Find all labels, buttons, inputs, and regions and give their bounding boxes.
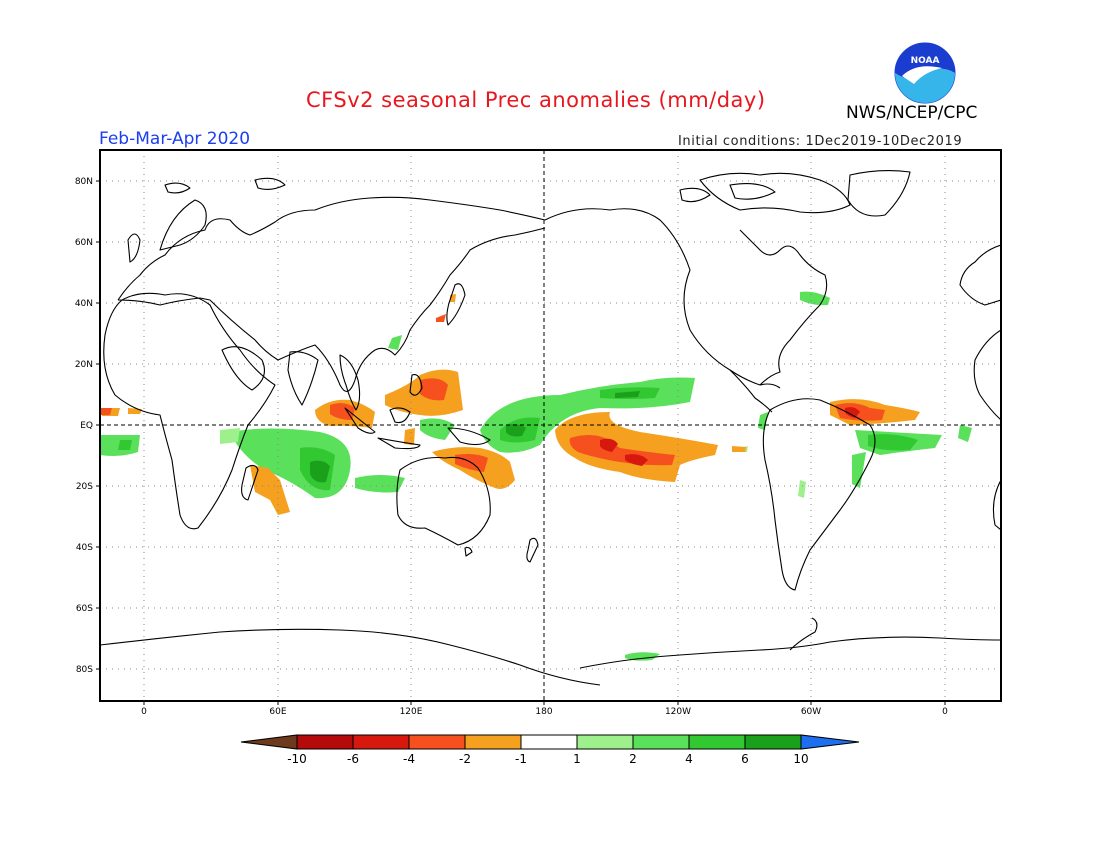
colorbar-swatch xyxy=(632,734,690,750)
lat-label: 40N xyxy=(75,299,93,309)
axis-ticks xyxy=(96,180,946,705)
colorbar-label: 6 xyxy=(741,752,749,766)
anomaly-shading xyxy=(100,291,972,661)
logo-text: NOAA xyxy=(911,56,940,66)
colorbar-label: -1 xyxy=(515,752,527,766)
colorbar-swatch xyxy=(464,734,522,750)
coastlines xyxy=(100,169,1001,686)
season-label: Feb-Mar-Apr 2020 xyxy=(99,129,251,149)
lat-label: 80S xyxy=(76,665,93,675)
lat-label: 20N xyxy=(75,360,93,370)
lat-label: 60N xyxy=(75,238,93,248)
colorbar-swatch xyxy=(688,734,746,750)
lon-label: 180 xyxy=(535,707,552,717)
lon-label: 120E xyxy=(400,707,423,717)
colorbar-label: -2 xyxy=(459,752,471,766)
colorbar-label: 10 xyxy=(793,752,808,766)
lat-label: 20S xyxy=(76,482,93,492)
colorbar-swatch xyxy=(296,734,354,750)
colorbar-label: 2 xyxy=(629,752,637,766)
lat-label: 60S xyxy=(76,604,93,614)
graticule xyxy=(100,150,1001,701)
agency-label: NWS/NCEP/CPC xyxy=(846,103,978,123)
colorbar: -10 -6 -4 -2 -1 1 2 4 6 10 xyxy=(240,734,860,766)
colorbar-swatch xyxy=(408,734,466,750)
chart-title: CFSv2 seasonal Prec anomalies (mm/day) xyxy=(306,88,766,112)
colorbar-right-arrow xyxy=(800,734,860,750)
colorbar-label: 4 xyxy=(685,752,693,766)
lon-label: 60W xyxy=(801,707,821,717)
lon-label: 120W xyxy=(665,707,691,717)
colorbar-left-arrow xyxy=(240,734,298,750)
longitude-labels: 0 60E 120E 180 120W 60W 0 xyxy=(141,707,948,717)
lon-label: 60E xyxy=(269,707,286,717)
colorbar-swatch xyxy=(576,734,634,750)
colorbar-label: -10 xyxy=(287,752,307,766)
colorbar-swatch xyxy=(520,734,578,750)
colorbar-label: -4 xyxy=(403,752,415,766)
colorbar-swatch xyxy=(352,734,410,750)
reference-lines xyxy=(100,150,1001,701)
colorbar-label: -6 xyxy=(347,752,359,766)
lat-label: EQ xyxy=(80,421,93,431)
noaa-logo: NOAA xyxy=(894,42,956,104)
initial-conditions-label: Initial conditions: 1Dec2019-10Dec2019 xyxy=(678,134,963,149)
lon-label: 0 xyxy=(942,707,948,717)
lon-label: 0 xyxy=(141,707,147,717)
lat-label: 40S xyxy=(76,543,93,553)
latitude-labels: 80N 60N 40N 20N EQ 20S 40S 60S 80S xyxy=(75,177,93,675)
colorbar-swatch xyxy=(744,734,802,750)
lat-label: 80N xyxy=(75,177,93,187)
colorbar-label: 1 xyxy=(573,752,581,766)
